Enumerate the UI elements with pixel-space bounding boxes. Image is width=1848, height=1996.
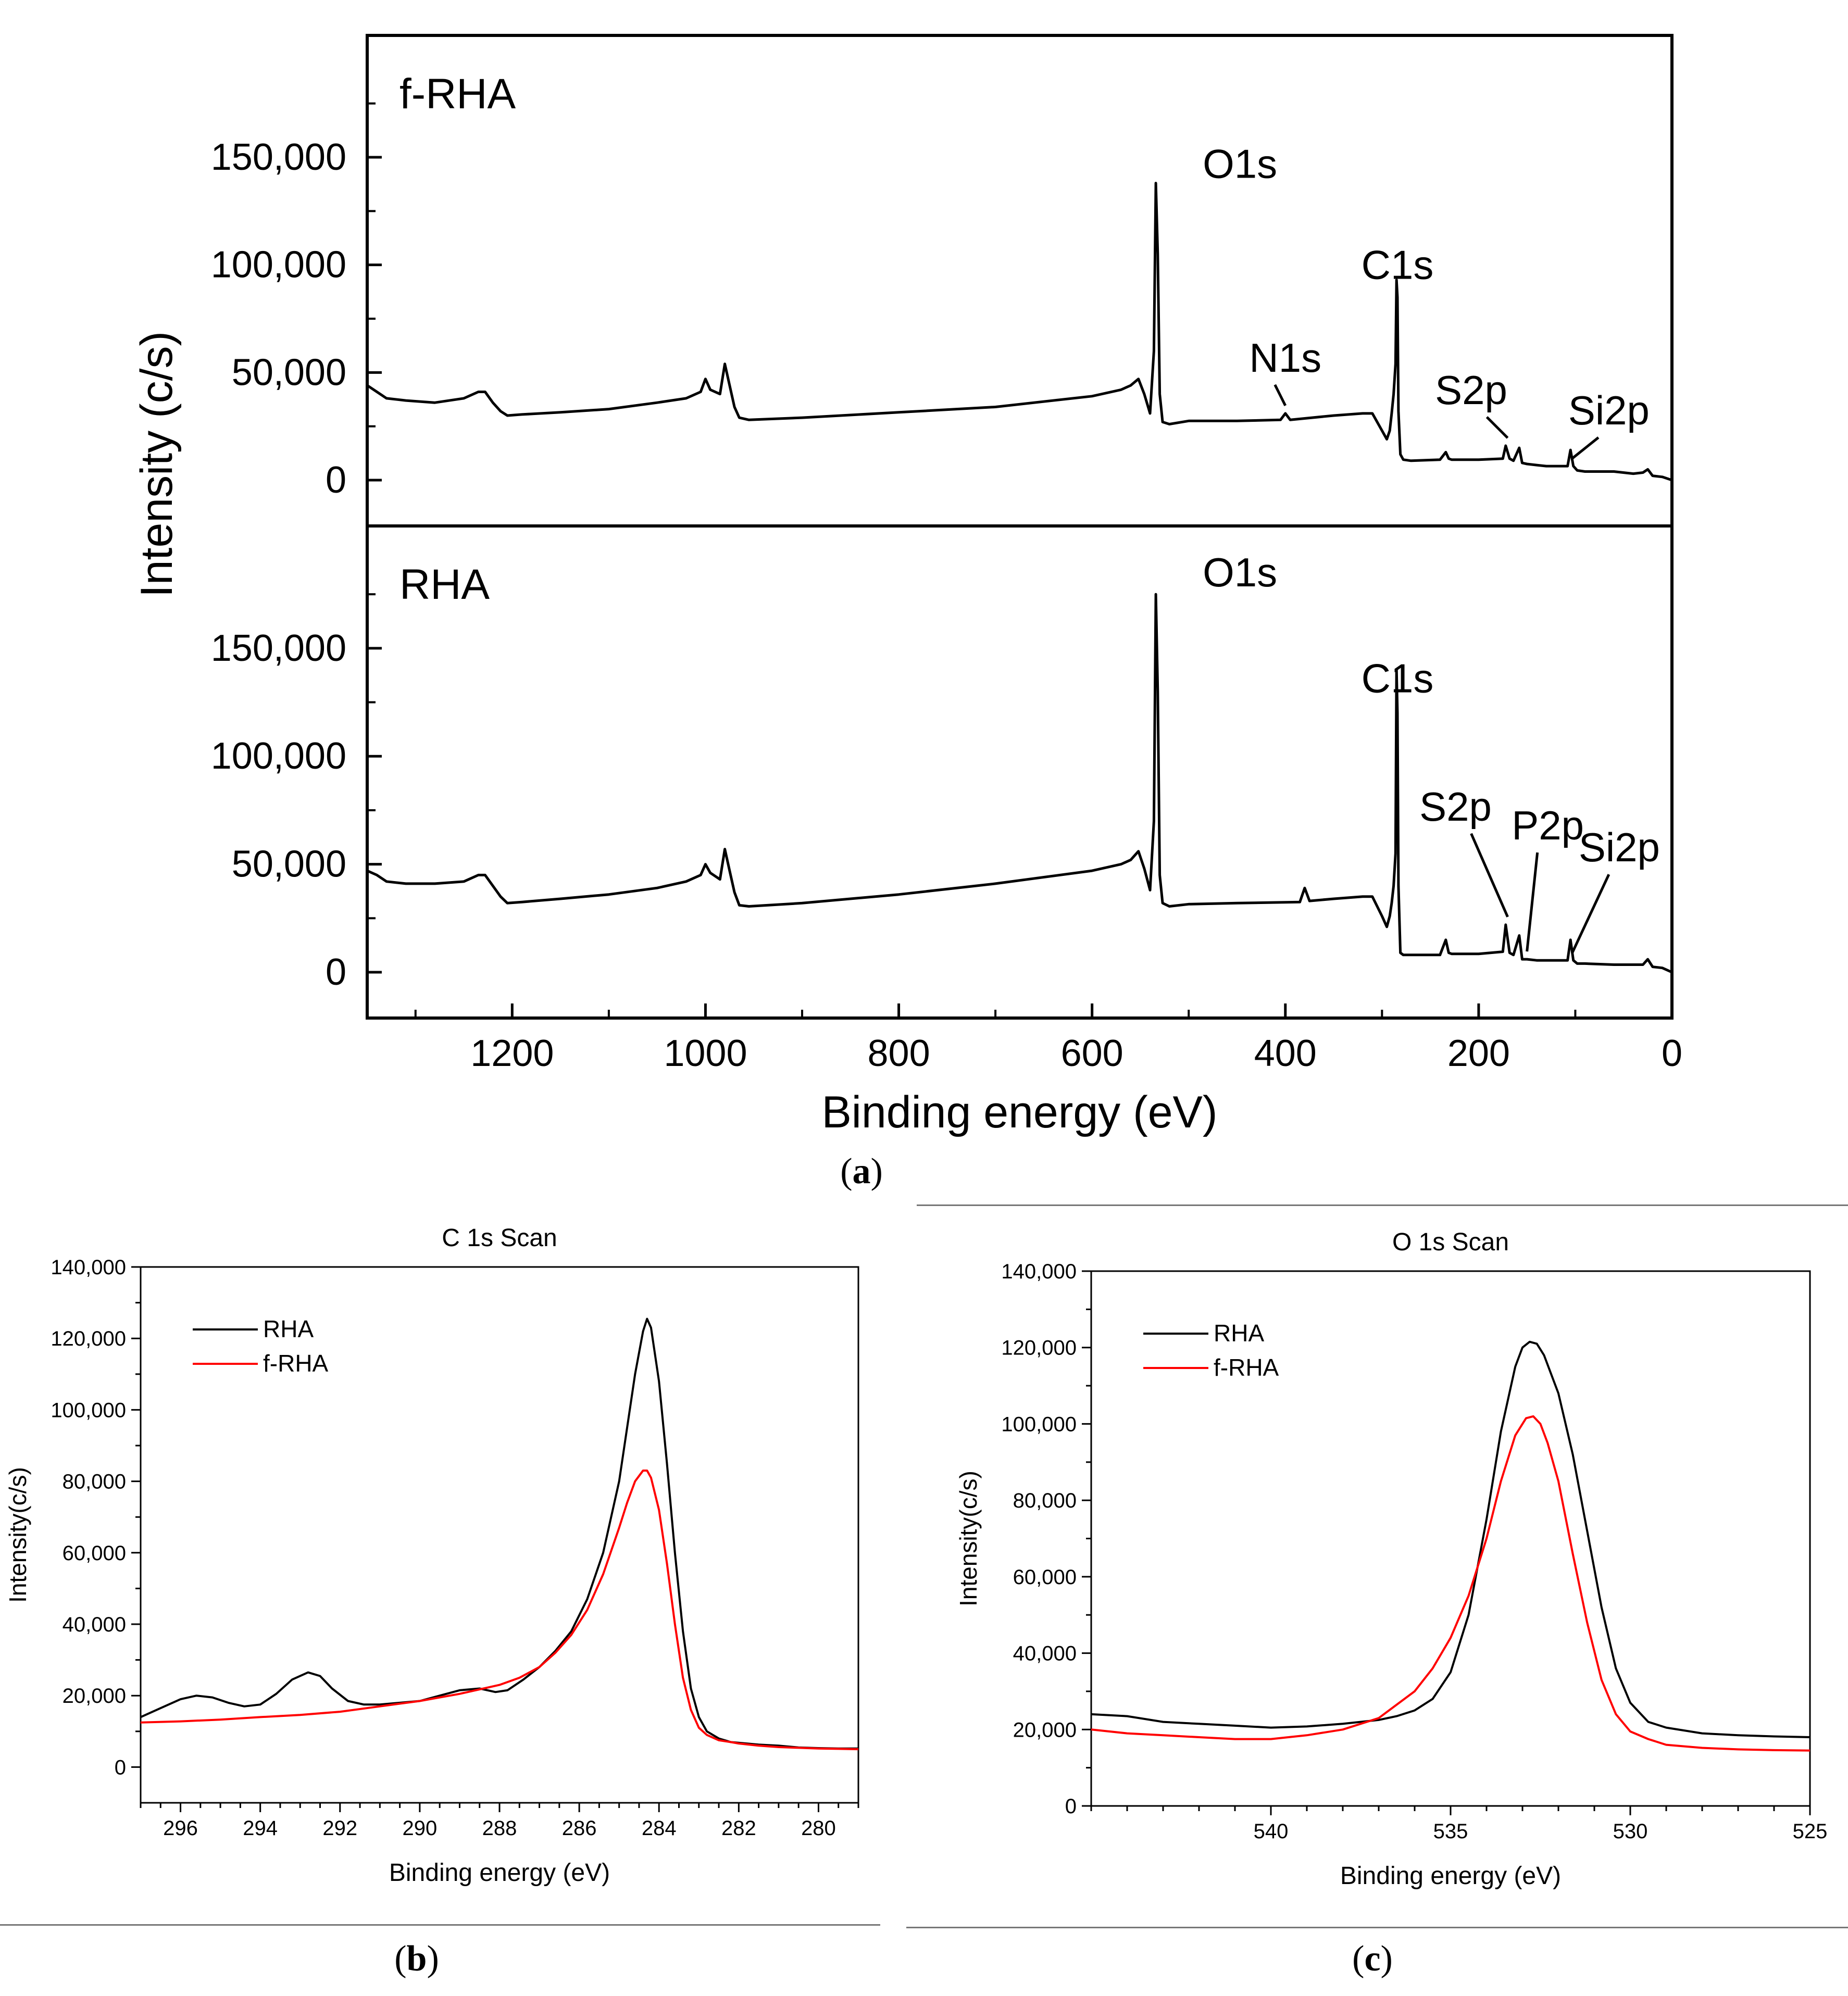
- a-y-tick-label: 0: [326, 459, 346, 501]
- divider-bottom-right: [906, 1927, 1848, 1928]
- a-annotation-Si2p: Si2p: [1568, 387, 1650, 433]
- b-y-tick-label: 140,000: [51, 1256, 126, 1279]
- chart-c-o1s-scan: 0 20,000 40,000 60,000 80,000 100,000 120,000 1…: [955, 1228, 1827, 1890]
- b-x-tick-label: 290: [403, 1817, 438, 1840]
- b-x-tick-label: 292: [322, 1817, 357, 1840]
- a-annotation-C1s: C1s: [1362, 242, 1434, 288]
- b-legend-label-RHA: RHA: [263, 1315, 314, 1342]
- a-annotation-N1s: N1s: [1249, 335, 1321, 381]
- chart-b-c1s-scan: 0 20,000 40,000 60,000 80,000 100,000 120,000 1…: [4, 1224, 859, 1887]
- c-y-tick-label: 0: [1065, 1795, 1077, 1818]
- a-y-axis-label: Intensity (c/s): [132, 331, 182, 597]
- b-series-line-f-RHA: [140, 1470, 859, 1751]
- a-x-tick-label: 600: [1061, 1033, 1123, 1074]
- b-x-tick-label: 280: [801, 1817, 836, 1840]
- a-y-tick-label: 100,000: [211, 244, 346, 286]
- a-annotation-C1s: C1s: [1362, 655, 1434, 701]
- c-y-tick-label: 60,000: [1013, 1566, 1077, 1589]
- c-y-tick-label: 140,000: [1001, 1260, 1077, 1283]
- a-annotation-O1s: O1s: [1203, 141, 1277, 187]
- b-y-tick-label: 80,000: [63, 1471, 126, 1493]
- a-panel-label: RHA: [399, 561, 490, 608]
- b-y-axis-label: Intensity(c/s): [4, 1467, 31, 1603]
- chart-a-survey: 0 50,000 100,000 150,000 f-RHA O1s N1s C1s S2p Si…: [132, 34, 1682, 1137]
- a-x-tick-label: 1000: [664, 1033, 747, 1074]
- c-x-tick-label: 540: [1254, 1820, 1289, 1843]
- a-x-tick-label: 800: [867, 1033, 930, 1074]
- a-panel-label: f-RHA: [399, 70, 516, 118]
- b-x-axis-label: Binding energy (eV): [389, 1859, 610, 1887]
- a-annotation-Si2p: Si2p: [1579, 824, 1660, 870]
- c-y-axis-label: Intensity(c/s): [955, 1471, 982, 1606]
- b-legend-label-f-RHA: f-RHA: [263, 1350, 329, 1377]
- a-annotation-O1s: O1s: [1203, 549, 1277, 595]
- b-x-tick-label: 282: [721, 1817, 756, 1840]
- c-x-tick-label: 530: [1613, 1820, 1648, 1843]
- a-x-tick-label: 200: [1447, 1033, 1510, 1074]
- a-y-tick-label: 100,000: [211, 735, 346, 777]
- c-plot-frame: [1090, 1270, 1811, 1807]
- c-x-axis-label: Binding energy (eV): [1340, 1862, 1561, 1890]
- a-series-line-RHA: [366, 593, 1673, 974]
- a-y-tick-label: 150,000: [211, 627, 346, 669]
- a-x-tick-label: 400: [1254, 1033, 1317, 1074]
- a-x-tick-label: 1200: [470, 1033, 554, 1074]
- a-y-tick-label: 50,000: [232, 352, 346, 393]
- divider-bottom-left: [0, 1924, 880, 1926]
- a-annotation-leader: [1526, 852, 1539, 952]
- b-x-tick-label: 284: [642, 1817, 677, 1840]
- divider-top-right: [917, 1204, 1848, 1206]
- a-annotation-S2p: S2p: [1435, 367, 1507, 413]
- b-title: C 1s Scan: [442, 1224, 557, 1252]
- c-x-tick-label: 535: [1433, 1820, 1468, 1843]
- caption-b: (b): [394, 1939, 439, 1979]
- c-y-tick-label: 120,000: [1001, 1337, 1077, 1360]
- a-y-tick-label: 150,000: [211, 136, 346, 178]
- a-x-axis-label: Binding energy (eV): [821, 1087, 1217, 1137]
- b-x-tick-label: 294: [243, 1817, 278, 1840]
- a-annotation-leader: [1485, 416, 1509, 439]
- b-series-line-RHA: [140, 1317, 858, 1750]
- a-annotation-P2p: P2p: [1512, 802, 1584, 848]
- c-y-tick-label: 20,000: [1013, 1718, 1077, 1741]
- a-x-tick-label: 0: [1662, 1033, 1682, 1074]
- b-y-tick-label: 20,000: [63, 1685, 126, 1708]
- b-y-tick-label: 0: [115, 1756, 126, 1779]
- b-plot-frame: [140, 1266, 859, 1804]
- a-annotation-S2p: S2p: [1419, 784, 1492, 830]
- a-annotation-leader: [1470, 833, 1509, 918]
- a-series-line-f-RHA: [366, 182, 1672, 482]
- a-annotation-leader: [1571, 874, 1610, 953]
- c-y-tick-label: 80,000: [1013, 1489, 1077, 1512]
- a-y-tick-label: 50,000: [232, 844, 346, 885]
- b-x-tick-label: 296: [163, 1817, 198, 1840]
- c-series-line-f-RHA: [1091, 1415, 1810, 1752]
- c-legend-label-f-RHA: f-RHA: [1214, 1354, 1279, 1381]
- c-x-tick-label: 525: [1793, 1820, 1828, 1843]
- b-x-tick-label: 288: [482, 1817, 517, 1840]
- c-legend-label-RHA: RHA: [1214, 1320, 1264, 1347]
- a-annotation-leader: [1273, 384, 1287, 406]
- b-y-tick-label: 60,000: [63, 1542, 126, 1565]
- b-y-tick-label: 40,000: [63, 1613, 126, 1636]
- a-annotation-leader: [1571, 436, 1600, 460]
- c-series-line-RHA: [1091, 1340, 1810, 1738]
- a-y-tick-label: 0: [326, 951, 346, 993]
- b-x-tick-label: 286: [562, 1817, 597, 1840]
- c-title: O 1s Scan: [1392, 1228, 1509, 1256]
- b-y-tick-label: 120,000: [51, 1327, 126, 1350]
- c-y-tick-label: 100,000: [1001, 1413, 1077, 1436]
- caption-c: (c): [1352, 1939, 1393, 1979]
- caption-a: (a): [840, 1151, 883, 1191]
- c-y-tick-label: 40,000: [1013, 1642, 1077, 1665]
- b-y-tick-label: 100,000: [51, 1399, 126, 1422]
